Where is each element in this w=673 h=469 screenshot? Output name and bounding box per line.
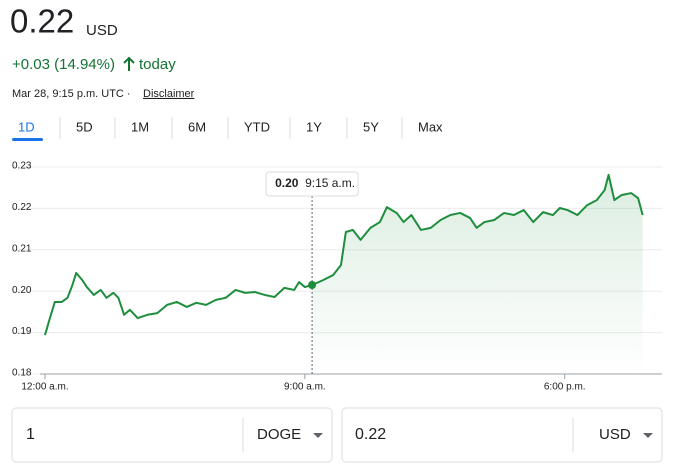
y-tick-label: 0.21 [12, 243, 32, 254]
y-tick-label: 0.18 [12, 368, 32, 379]
to-currency[interactable]: USD [599, 426, 631, 443]
range-tab[interactable]: 1M [131, 119, 149, 134]
y-tick-label: 0.23 [12, 161, 32, 172]
up-arrow [123, 56, 135, 71]
range-tab[interactable]: 5D [76, 119, 93, 134]
highlight-area [312, 174, 643, 374]
to-box[interactable] [341, 407, 663, 463]
currency: USD [86, 22, 118, 39]
range-tab[interactable]: 1D [18, 119, 35, 134]
range-tab[interactable]: Max [418, 119, 443, 134]
hover-point [308, 280, 317, 289]
tooltip-value: 0.20 [275, 176, 299, 190]
y-tick-label: 0.22 [12, 202, 32, 213]
dropdown-icon [313, 433, 323, 438]
range-tabs: 1D 5D 1M 6M YTD 1Y 5Y Max [12, 117, 443, 141]
y-tick-label: 0.20 [12, 285, 32, 296]
price: 0.22 [10, 3, 74, 40]
timestamp: Mar 28, 9:15 p.m. UTC · [12, 88, 131, 100]
x-tick-label: 6:00 p.m. [544, 382, 586, 393]
x-tick-label: 9:00 a.m. [284, 382, 326, 393]
period: today [139, 56, 176, 73]
from-amount[interactable]: 1 [26, 426, 35, 443]
tooltip-time: 9:15 a.m. [305, 176, 355, 190]
to-amount[interactable]: 0.22 [355, 426, 386, 443]
y-tick-label: 0.19 [12, 326, 32, 337]
range-tab[interactable]: 1Y [306, 119, 322, 134]
range-tab[interactable]: 6M [188, 119, 206, 134]
from-currency[interactable]: DOGE [257, 426, 301, 443]
disclaimer-link[interactable]: Disclaimer [143, 88, 195, 100]
change: +0.03 (14.94%) [12, 56, 115, 73]
from-box[interactable] [11, 407, 333, 463]
dropdown-icon [643, 433, 653, 438]
active-tab-indicator [12, 138, 43, 141]
tooltip [265, 171, 359, 197]
range-tab[interactable]: 5Y [363, 119, 379, 134]
range-tab[interactable]: YTD [244, 119, 270, 134]
x-tick-label: 12:00 a.m. [21, 382, 68, 393]
price-line [44, 173, 644, 336]
chart: 0.18 0.19 0.20 0.21 0.22 0.23 12:00 a.m. 9:00 a… [12, 161, 662, 393]
